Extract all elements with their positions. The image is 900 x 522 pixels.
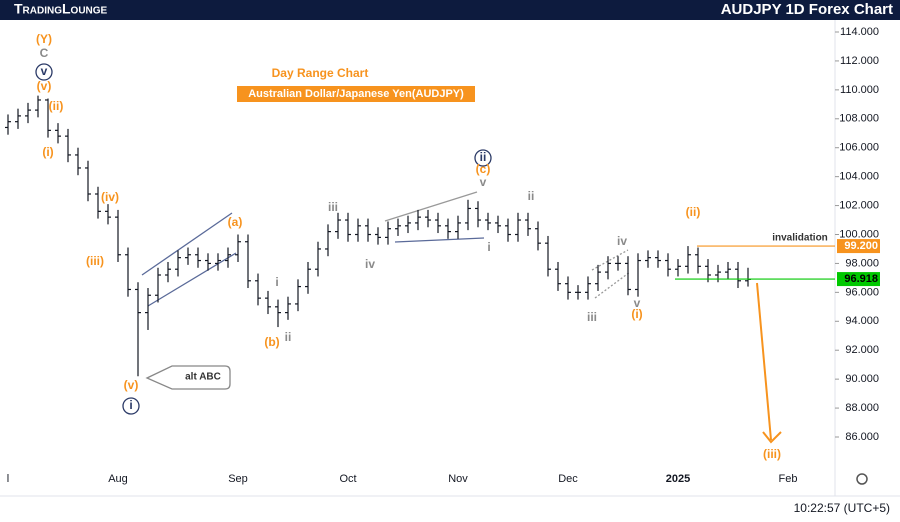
wave-label: v (41, 64, 48, 78)
wave-label: v (480, 175, 487, 189)
wave-label: ii (480, 150, 487, 164)
y-tick-label: 104.000 (839, 171, 879, 183)
x-tick-label: Feb (779, 473, 798, 485)
wave-label: (i) (631, 307, 642, 321)
wave-label: C (40, 46, 49, 60)
wave-label: (iv) (101, 190, 119, 204)
wave-circle (474, 149, 492, 167)
chart-title: AUDJPY 1D Forex Chart (721, 1, 893, 18)
y-tick-label: 110.000 (840, 84, 879, 96)
wave-label: iv (617, 234, 627, 248)
price-tag (837, 239, 880, 254)
price-tag (837, 272, 880, 287)
wave-label: alt ABC (185, 372, 221, 383)
y-tick-label: 106.000 (839, 142, 879, 154)
clock: 10:22:57 (UTC+5) (794, 501, 890, 515)
wave-label: i (129, 398, 132, 412)
y-tick-label: 100.000 (839, 228, 879, 240)
x-tick-label: Oct (339, 473, 356, 485)
wave-label: invalidation (772, 233, 828, 244)
wave-label: (a) (228, 215, 243, 229)
wave-label: ii (285, 330, 292, 344)
y-tick-label: 108.000 (839, 113, 879, 125)
wave-label: iv (365, 257, 375, 271)
price-tag-label: 96.918 (844, 273, 878, 285)
wave-label: (iii) (86, 254, 104, 268)
header-bar (0, 0, 900, 20)
wave-label: i (275, 275, 278, 289)
x-tick-label: 2025 (666, 473, 690, 485)
wave-circle (122, 397, 140, 415)
price-tag-label: 99.200 (844, 240, 878, 252)
y-tick-label: 102.000 (839, 199, 879, 211)
y-tick-label: 88.000 (845, 402, 879, 414)
y-tick-label: 98.000 (845, 257, 879, 269)
wave-label: i (487, 240, 490, 254)
wave-label: iii (587, 310, 597, 324)
wave-label: (v) (37, 79, 52, 93)
instrument-box (237, 86, 475, 102)
wave-label: (i) (42, 145, 53, 159)
x-tick-label: Sep (228, 473, 248, 485)
y-tick-label: 86.000 (845, 431, 879, 443)
instrument: Australian Dollar/Japanese Yen(AUDJPY) (248, 88, 464, 100)
y-tick-label: 90.000 (845, 373, 879, 385)
wave-label: (ii) (686, 205, 701, 219)
subtitle: Day Range Chart (272, 66, 369, 80)
x-tick-label: Nov (448, 473, 468, 485)
y-tick-label: 114.000 (840, 26, 879, 38)
wave-label: (Y) (36, 32, 52, 46)
trend-lines (141, 191, 782, 444)
settings-icon[interactable] (856, 473, 868, 485)
wave-label: (c) (476, 162, 491, 176)
wave-label: (ii) (49, 99, 64, 113)
wave-label: iii (328, 200, 338, 214)
x-tick-label: Aug (108, 473, 128, 485)
wave-label: v (634, 296, 641, 310)
y-tick-label: 112.000 (840, 55, 879, 67)
y-tick-label: 92.000 (845, 344, 879, 356)
wave-circle (35, 63, 53, 81)
wave-label: (iii) (763, 447, 781, 461)
wave-label: ii (528, 189, 535, 203)
wave-label: (b) (264, 335, 279, 349)
y-tick-label: 96.000 (845, 286, 879, 298)
logo: TradingLounge (14, 1, 108, 17)
x-tick-label: Dec (558, 473, 578, 485)
x-tick-label: l (7, 473, 9, 485)
y-tick-label: 94.000 (845, 315, 879, 327)
wave-label: (v) (124, 378, 139, 392)
